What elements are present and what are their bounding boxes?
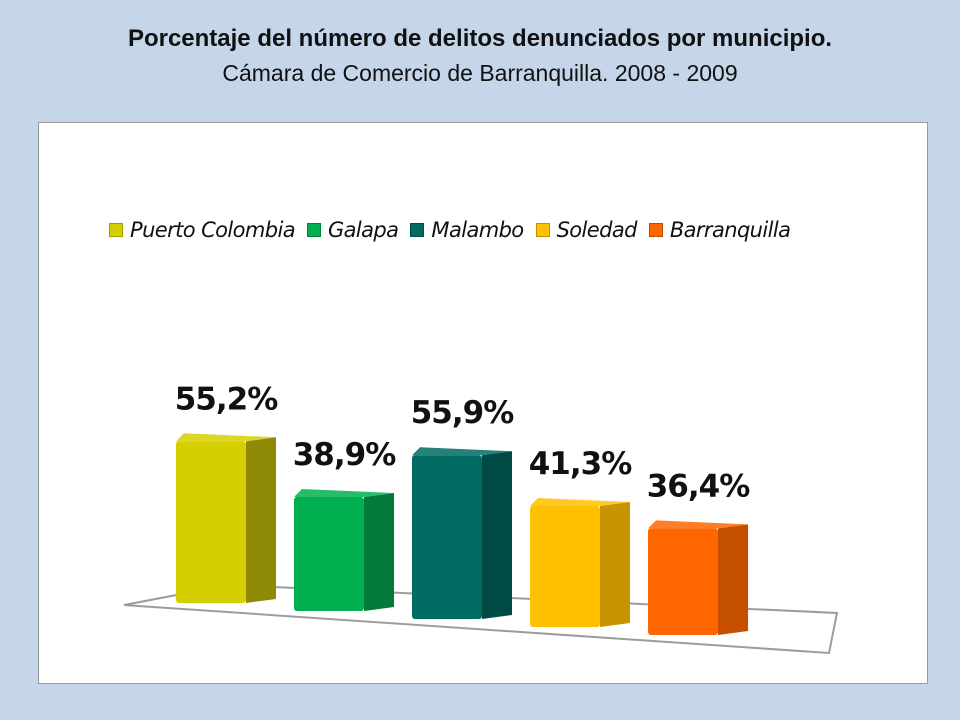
legend-swatch: [535, 223, 550, 237]
legend-item: Galapa: [306, 218, 399, 242]
bar-front: [530, 505, 600, 627]
legend-label: Puerto Colombia: [130, 218, 296, 242]
legend-label: Soledad: [556, 218, 638, 242]
bar-front: [412, 455, 482, 619]
legend-swatch: [648, 223, 663, 237]
bar-top: [648, 520, 748, 529]
data-label: 36,4%: [647, 468, 750, 504]
bar-side: [718, 524, 748, 635]
legend-item: Barranquilla: [648, 218, 791, 242]
legend: Puerto Colombia Galapa Malambo Soledad Barra…: [109, 215, 802, 245]
data-label: 38,9%: [293, 437, 396, 473]
bar-top: [294, 489, 394, 498]
bar: [648, 520, 748, 635]
bar-side: [600, 501, 630, 627]
data-label: 55,2%: [175, 381, 278, 417]
legend-swatch: [306, 223, 321, 237]
bar-side: [482, 451, 512, 619]
legend-swatch: [410, 223, 425, 237]
data-label: 41,3%: [529, 446, 632, 482]
bar-top: [176, 433, 276, 442]
bar: [412, 447, 512, 619]
bar-front: [294, 497, 364, 611]
legend-item: Soledad: [535, 218, 638, 242]
legend-item: Puerto Colombia: [109, 218, 296, 242]
legend-item: Malambo: [410, 218, 524, 242]
bar-front: [648, 528, 718, 635]
legend-swatch: [109, 223, 123, 237]
bar-side: [246, 437, 276, 603]
bar: [294, 489, 394, 611]
bar-side: [364, 493, 394, 611]
bar-chart: 55,2% 38,9% 55,9% 41,3% 36,4%: [123, 381, 839, 655]
page-title: Porcentaje del número de delitos denunci…: [127, 25, 833, 52]
bar: [530, 497, 630, 627]
legend-label: Galapa: [327, 218, 399, 242]
bar: [176, 433, 276, 603]
bar-top: [530, 497, 630, 506]
bar-front: [176, 441, 246, 603]
chart-frame: 55,2% 38,9% 55,9% 41,3% 36,4% Puerto Colombi…: [38, 122, 928, 684]
page-subtitle: Cámara de Comercio de Barranquilla. 2008…: [222, 60, 738, 86]
legend-label: Malambo: [431, 218, 524, 242]
legend-label: Barranquilla: [669, 218, 791, 242]
slide-title: Porcentaje del número de delitos denunci…: [0, 22, 960, 90]
bar-top: [412, 447, 512, 456]
data-label: 55,9%: [411, 395, 514, 431]
